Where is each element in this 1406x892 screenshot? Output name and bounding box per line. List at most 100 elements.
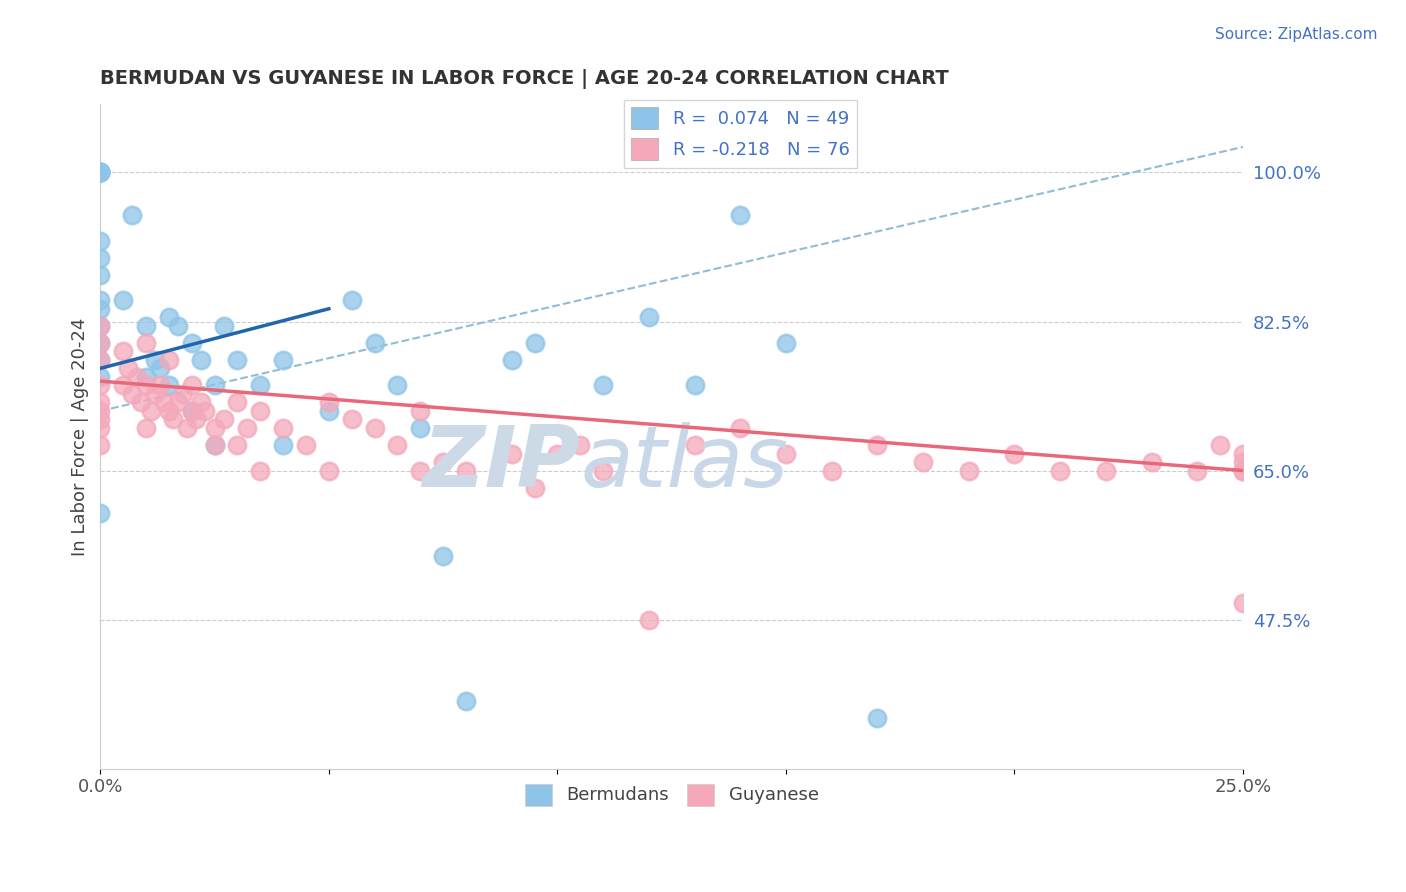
Point <box>271 438 294 452</box>
Point <box>637 310 659 325</box>
Point <box>363 335 385 350</box>
Point <box>167 318 190 333</box>
Point <box>89 165 111 179</box>
Point <box>1232 455 1254 469</box>
Point <box>89 335 111 350</box>
Point <box>89 234 111 248</box>
Point <box>1232 596 1254 610</box>
Point <box>89 293 111 308</box>
Point <box>409 421 432 435</box>
Point <box>143 387 166 401</box>
Point <box>89 251 111 265</box>
Point <box>501 352 523 367</box>
Text: Source: ZipAtlas.com: Source: ZipAtlas.com <box>1215 27 1378 42</box>
Point <box>957 464 980 478</box>
Point <box>295 438 318 452</box>
Point <box>1232 446 1254 460</box>
Point <box>180 378 202 392</box>
Point <box>204 438 226 452</box>
Text: atlas: atlas <box>581 422 789 505</box>
Point <box>592 378 614 392</box>
Point <box>432 549 454 563</box>
Point <box>318 395 340 409</box>
Point <box>249 464 271 478</box>
Point <box>637 613 659 627</box>
Point <box>89 268 111 282</box>
Point <box>149 361 172 376</box>
Point <box>190 352 212 367</box>
Point <box>271 352 294 367</box>
Point <box>153 395 176 409</box>
Point <box>135 370 157 384</box>
Point <box>89 165 111 179</box>
Point <box>186 412 208 426</box>
Point <box>125 370 148 384</box>
Point <box>1232 464 1254 478</box>
Point <box>454 693 477 707</box>
Point <box>121 387 143 401</box>
Point <box>162 412 184 426</box>
Point <box>1140 455 1163 469</box>
Point <box>340 412 363 426</box>
Point <box>387 378 409 392</box>
Point <box>569 438 592 452</box>
Point <box>1004 446 1026 460</box>
Point <box>204 421 226 435</box>
Point <box>204 378 226 392</box>
Point <box>157 310 180 325</box>
Point <box>432 455 454 469</box>
Point <box>135 421 157 435</box>
Point <box>117 361 139 376</box>
Point <box>89 378 111 392</box>
Point <box>1187 464 1209 478</box>
Point <box>271 421 294 435</box>
Point <box>121 208 143 222</box>
Point <box>112 344 135 359</box>
Point <box>139 404 162 418</box>
Point <box>135 335 157 350</box>
Text: ZIP: ZIP <box>423 422 581 505</box>
Point <box>157 378 180 392</box>
Point <box>89 404 111 418</box>
Point <box>112 293 135 308</box>
Text: BERMUDAN VS GUYANESE IN LABOR FORCE | AGE 20-24 CORRELATION CHART: BERMUDAN VS GUYANESE IN LABOR FORCE | AG… <box>100 69 949 88</box>
Point <box>728 208 751 222</box>
Point <box>226 395 249 409</box>
Point <box>89 370 111 384</box>
Point <box>180 404 202 418</box>
Point <box>89 165 111 179</box>
Point <box>683 438 706 452</box>
Point <box>180 404 202 418</box>
Point <box>912 455 935 469</box>
Point <box>89 395 111 409</box>
Point <box>89 352 111 367</box>
Y-axis label: In Labor Force | Age 20-24: In Labor Force | Age 20-24 <box>72 318 89 556</box>
Point <box>820 464 842 478</box>
Point <box>89 165 111 179</box>
Point <box>866 710 889 724</box>
Point <box>131 395 153 409</box>
Point <box>249 378 271 392</box>
Point <box>89 421 111 435</box>
Point <box>135 378 157 392</box>
Point <box>454 464 477 478</box>
Point <box>1049 464 1071 478</box>
Point <box>190 395 212 409</box>
Point <box>89 352 111 367</box>
Point <box>409 404 432 418</box>
Point <box>683 378 706 392</box>
Point <box>157 352 180 367</box>
Point <box>89 335 111 350</box>
Point <box>149 378 172 392</box>
Point <box>728 421 751 435</box>
Point <box>249 404 271 418</box>
Point <box>1209 438 1232 452</box>
Point <box>89 318 111 333</box>
Point <box>226 438 249 452</box>
Point <box>212 412 235 426</box>
Point <box>340 293 363 308</box>
Point <box>501 446 523 460</box>
Point <box>89 301 111 316</box>
Point <box>143 352 166 367</box>
Point <box>235 421 257 435</box>
